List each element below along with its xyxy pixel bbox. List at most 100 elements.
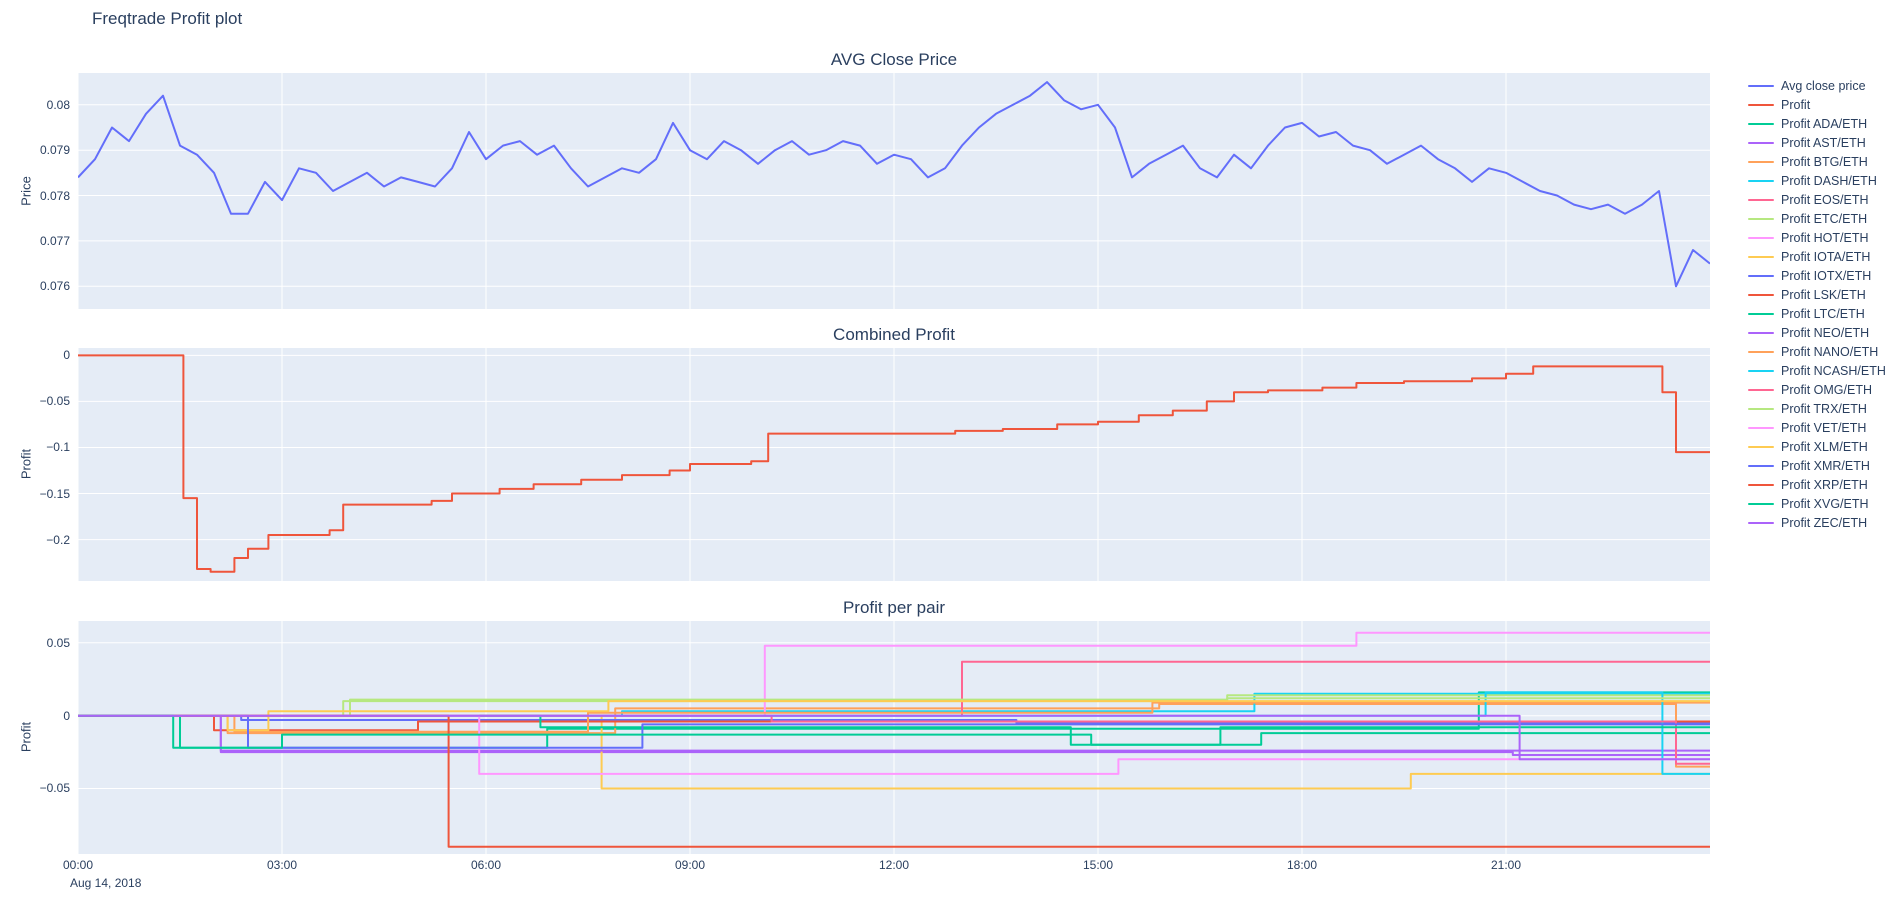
legend-item[interactable]: Avg close price: [1748, 76, 1886, 95]
legend-swatch: [1748, 407, 1774, 410]
y-tick-label: −0.05: [39, 394, 70, 409]
legend-label: Profit LTC/ETH: [1781, 306, 1865, 321]
legend-item[interactable]: Profit IOTX/ETH: [1748, 266, 1886, 285]
legend-label: Profit XVG/ETH: [1781, 496, 1869, 511]
legend-label: Profit BTG/ETH: [1781, 154, 1868, 169]
legend-item[interactable]: Profit ADA/ETH: [1748, 114, 1886, 133]
legend-item[interactable]: Profit ZEC/ETH: [1748, 513, 1886, 532]
legend-label: Profit IOTA/ETH: [1781, 249, 1871, 264]
legend-swatch: [1748, 483, 1774, 486]
series-profit-xvg-eth: [78, 714, 1710, 749]
legend-item[interactable]: Profit XLM/ETH: [1748, 437, 1886, 456]
legend-label: Profit NANO/ETH: [1781, 344, 1879, 359]
legend-swatch: [1748, 369, 1774, 372]
legend-item[interactable]: Profit LSK/ETH: [1748, 285, 1886, 304]
legend-swatch: [1748, 312, 1774, 315]
legend-item[interactable]: Profit NCASH/ETH: [1748, 361, 1886, 380]
legend-label: Profit VET/ETH: [1781, 420, 1867, 435]
y-tick-label: −0.05: [39, 781, 70, 796]
legend-swatch: [1748, 331, 1774, 334]
series-profit-xlm-eth: [78, 700, 1710, 732]
series-avg-close-price: [78, 81, 1710, 288]
legend-item[interactable]: Profit HOT/ETH: [1748, 228, 1886, 247]
series-profit-ltc-eth: [78, 714, 1710, 746]
legend-swatch: [1748, 198, 1774, 201]
y-tick-label: 0: [63, 708, 70, 723]
x-tick-label: 21:00: [1490, 858, 1522, 872]
legend-item[interactable]: Profit IOTA/ETH: [1748, 247, 1886, 266]
legend-label: Profit NCASH/ETH: [1781, 363, 1886, 378]
legend-label: Profit XLM/ETH: [1781, 439, 1868, 454]
x-tick-label: 15:00: [1082, 858, 1114, 872]
legend-item[interactable]: Profit: [1748, 95, 1886, 114]
legend-item[interactable]: Profit OMG/ETH: [1748, 380, 1886, 399]
legend-label: Profit ADA/ETH: [1781, 116, 1868, 131]
legend-item[interactable]: Profit XMR/ETH: [1748, 456, 1886, 475]
legend-swatch: [1748, 502, 1774, 505]
legend-swatch: [1748, 217, 1774, 220]
legend-label: Profit: [1781, 97, 1811, 112]
legend-label: Profit IOTX/ETH: [1781, 268, 1872, 283]
legend-label: Profit TRX/ETH: [1781, 401, 1867, 416]
legend-swatch: [1748, 350, 1774, 353]
legend-item[interactable]: Profit LTC/ETH: [1748, 304, 1886, 323]
legend-label: Profit ETC/ETH: [1781, 211, 1868, 226]
legend-label: Profit XMR/ETH: [1781, 458, 1870, 473]
legend-swatch: [1748, 426, 1774, 429]
legend-swatch: [1748, 122, 1774, 125]
y-tick-label: 0.08: [46, 97, 70, 112]
y-tick-label: −0.15: [39, 486, 70, 501]
subplot-title-combined-profit: Combined Profit: [833, 325, 955, 344]
series-profit: [78, 354, 1710, 573]
profit-per-pair-plot[interactable]: [78, 621, 1710, 854]
legend-label: Profit AST/ETH: [1781, 135, 1866, 150]
y-tick-label: 0.05: [46, 635, 70, 650]
legend-label: Profit DASH/ETH: [1781, 173, 1877, 188]
y-tick-label: −0.1: [46, 440, 70, 455]
legend-label: Profit OMG/ETH: [1781, 382, 1872, 397]
legend-label: Profit NEO/ETH: [1781, 325, 1870, 340]
legend-item[interactable]: Profit TRX/ETH: [1748, 399, 1886, 418]
legend-label: Profit EOS/ETH: [1781, 192, 1869, 207]
y-axis-label-profit-2: Profit: [18, 721, 34, 753]
legend-swatch: [1748, 84, 1774, 87]
legend-item[interactable]: Profit BTG/ETH: [1748, 152, 1886, 171]
y-tick-label: 0.076: [39, 279, 70, 294]
legend-swatch: [1748, 160, 1774, 163]
legend-item[interactable]: Profit NEO/ETH: [1748, 323, 1886, 342]
legend-item[interactable]: Profit NANO/ETH: [1748, 342, 1886, 361]
legend-item[interactable]: Profit ETC/ETH: [1748, 209, 1886, 228]
legend-item[interactable]: Profit AST/ETH: [1748, 133, 1886, 152]
legend-item[interactable]: Profit DASH/ETH: [1748, 171, 1886, 190]
legend-swatch: [1748, 255, 1774, 258]
legend-item[interactable]: Profit VET/ETH: [1748, 418, 1886, 437]
subplot-title-avg-close-price: AVG Close Price: [830, 50, 958, 69]
x-tick-label: 03:00: [266, 858, 298, 872]
x-tick-label: 06:00: [470, 858, 502, 872]
legend-item[interactable]: Profit XVG/ETH: [1748, 494, 1886, 513]
legend-label: Profit LSK/ETH: [1781, 287, 1866, 302]
legend-swatch: [1748, 445, 1774, 448]
y-tick-label: 0.077: [39, 233, 70, 248]
x-tick-label: 18:00: [1286, 858, 1318, 872]
combined-profit-plot[interactable]: [78, 348, 1710, 581]
legend-swatch: [1748, 464, 1774, 467]
legend-item[interactable]: Profit XRP/ETH: [1748, 475, 1886, 494]
legend-swatch: [1748, 388, 1774, 391]
legend: Avg close price Profit Profit ADA/ETH Profi…: [1748, 76, 1886, 532]
avg-close-price-plot[interactable]: [78, 73, 1710, 309]
y-tick-label: 0.079: [39, 143, 70, 158]
legend-item[interactable]: Profit EOS/ETH: [1748, 190, 1886, 209]
legend-swatch: [1748, 141, 1774, 144]
series-profit-nano-eth: [78, 701, 1710, 733]
subplot-title-profit-per-pair: Profit per pair: [842, 598, 946, 617]
x-axis-date-label: Aug 14, 2018: [70, 876, 142, 890]
y-tick-label: 0.078: [39, 188, 70, 203]
series-profit-zec-eth: [78, 714, 1710, 761]
x-tick-label: 09:00: [674, 858, 706, 872]
legend-label: Profit XRP/ETH: [1781, 477, 1868, 492]
x-tick-label: 00:00: [62, 858, 94, 872]
legend-label: Profit HOT/ETH: [1781, 230, 1869, 245]
x-tick-label: 12:00: [878, 858, 910, 872]
legend-swatch: [1748, 103, 1774, 106]
